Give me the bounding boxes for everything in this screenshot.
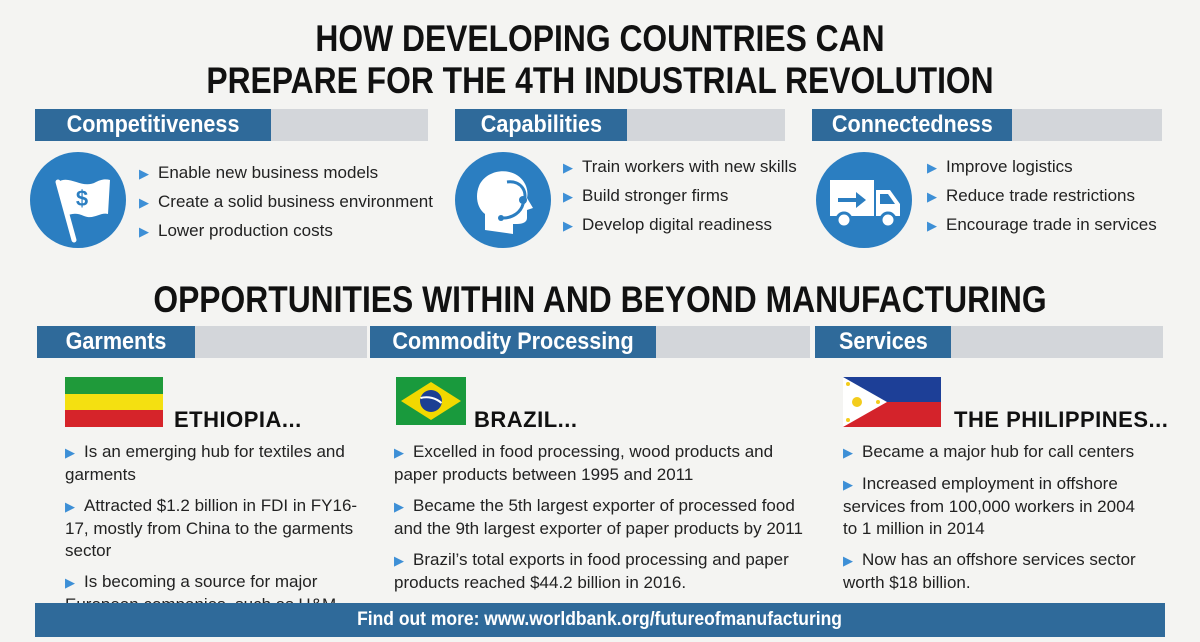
garments-header: Garments (37, 326, 195, 358)
philippines-points: ▶ Became a major hub for call centers ▶ In… (843, 441, 1153, 603)
list-item: ▶ Build stronger firms (563, 186, 729, 205)
list-item: ▶ Became a major hub for call centers (843, 442, 1135, 461)
services-header: Services (815, 326, 951, 358)
list-item: ▶ Brazil’s total exports in food processi… (394, 550, 789, 592)
garments-header-bar: Garments (37, 326, 367, 358)
brazil-points: ▶ Excelled in food processing, wood produ… (394, 441, 819, 603)
list-item: ▶ Excelled in food processing, wood produ… (394, 442, 774, 484)
list-item: ▶ Develop digital readiness (563, 215, 772, 234)
delivery-truck-icon (816, 152, 912, 248)
philippines-flag (843, 377, 941, 427)
country-ethiopia: ETHIOPIA... (174, 407, 302, 432)
list-item: ▶ Became the 5th largest exporter of proc… (394, 496, 803, 538)
dollar-flag-icon: $ (30, 152, 126, 248)
list-item: ▶ Attracted $1.2 billion in FDI in FY16-1… (65, 496, 358, 560)
footer-link[interactable]: Find out more: www.worldbank.org/futureo… (357, 609, 843, 630)
competitiveness-header: Competitiveness (35, 109, 271, 141)
services-header-bar: Services (815, 326, 1163, 358)
list-item: ▶ Now has an offshore services sector wor… (843, 550, 1136, 592)
footer-banner[interactable]: Find out more: www.worldbank.org/futureo… (35, 603, 1165, 637)
ethiopia-points: ▶ Is an emerging hub for textiles and gar… (65, 441, 365, 625)
list-item: ▶ Enable new business models (139, 163, 379, 182)
connectedness-header-bar: Connectedness (812, 109, 1162, 141)
headset-person-icon (455, 152, 551, 248)
country-philippines: THE PHILIPPINES... (954, 407, 1169, 432)
list-item: ▶ Lower production costs (139, 221, 333, 240)
list-item: ▶ Train workers with new skills (563, 157, 797, 176)
list-item: ▶ Is an emerging hub for textiles and gar… (65, 442, 345, 484)
list-item: ▶ Increased employment in offshore servic… (843, 474, 1135, 538)
main-title-line1: HOW DEVELOPING COUNTRIES CAN (315, 18, 885, 59)
commodity-header-bar: Commodity Processing (370, 326, 810, 358)
brazil-flag (396, 377, 466, 425)
svg-text:$: $ (76, 186, 88, 211)
list-item: ▶ Encourage trade in services (927, 215, 1157, 234)
list-item: ▶ Improve logistics (927, 157, 1073, 176)
list-item: ▶ Create a solid business environment (139, 192, 433, 211)
capabilities-list: ▶ Train workers with new skills ▶ Build st… (563, 152, 797, 239)
competitiveness-header-bar: Competitiveness (35, 109, 428, 141)
opportunities-title: OPPORTUNITIES WITHIN AND BEYOND MANUFACT… (153, 279, 1047, 320)
connectedness-list: ▶ Improve logistics ▶ Reduce trade restric… (927, 152, 1157, 239)
capabilities-header: Capabilities (455, 109, 627, 141)
capabilities-header-bar: Capabilities (455, 109, 785, 141)
list-item: ▶ Reduce trade restrictions (927, 186, 1135, 205)
main-title-line2: PREPARE FOR THE 4TH INDUSTRIAL REVOLUTIO… (206, 60, 994, 101)
commodity-processing-header: Commodity Processing (370, 326, 656, 358)
connectedness-header: Connectedness (812, 109, 1012, 141)
competitiveness-list: ▶ Enable new business models ▶ Create a so… (139, 158, 433, 245)
ethiopia-flag (65, 377, 163, 427)
country-brazil: BRAZIL... (474, 407, 578, 432)
